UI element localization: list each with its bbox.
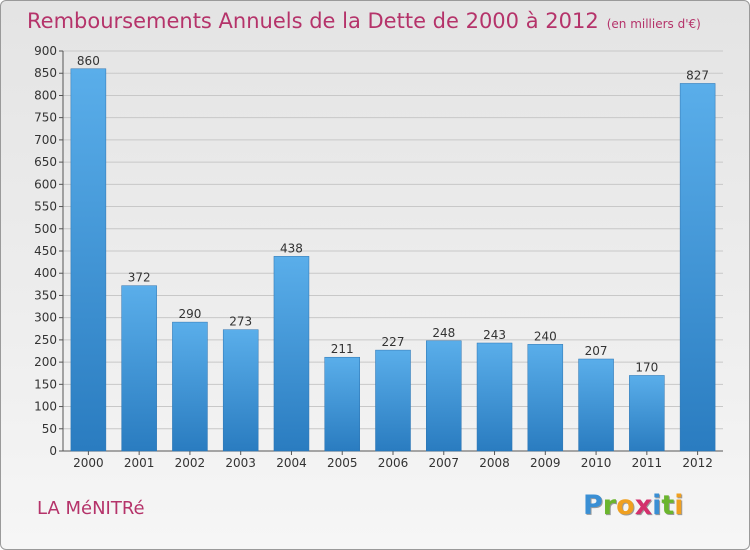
x-tick-label-2003: 2003 — [225, 456, 256, 470]
y-tick-label: 250 — [34, 333, 57, 347]
x-tick-label-2007: 2007 — [428, 456, 459, 470]
value-label-2000: 860 — [77, 54, 100, 68]
value-label-2011: 170 — [635, 360, 658, 374]
y-tick-label: 50 — [42, 422, 57, 436]
value-label-2001: 372 — [128, 271, 151, 285]
y-tick-label: 850 — [34, 66, 57, 80]
y-tick-label: 400 — [34, 266, 57, 280]
value-labels: 860 372 290 273 438 211 227 248 243 240 207 170 827 — [77, 54, 709, 375]
y-tick-label: 450 — [34, 244, 57, 258]
title-main: Remboursements Annuels de la Dette de 20… — [27, 9, 599, 33]
logo-letter: i — [674, 490, 684, 521]
bar-2000 — [70, 68, 107, 452]
x-tick-label-2001: 2001 — [124, 456, 155, 470]
y-tick-label: 500 — [34, 222, 57, 236]
y-tick-label: 350 — [34, 288, 57, 302]
bar-2005 — [324, 356, 360, 452]
value-label-2002: 290 — [178, 307, 201, 321]
bar-2002 — [172, 321, 208, 452]
logo-letter: t — [661, 490, 675, 521]
logo-letter: i — [652, 490, 662, 521]
y-tick-label: 100 — [34, 400, 57, 414]
value-label-2009: 240 — [534, 329, 557, 343]
bar-2008 — [476, 342, 513, 452]
y-tick-label: 150 — [34, 377, 57, 391]
bar-2006 — [375, 349, 411, 452]
y-tick-label: 600 — [34, 177, 57, 191]
value-label-2004: 438 — [280, 241, 303, 255]
y-tick-label: 0 — [49, 444, 57, 458]
y-tick-label: 300 — [34, 311, 57, 325]
x-tick-label-2009: 2009 — [530, 456, 561, 470]
x-tick-labels: 2000 2001 2002 2003 2004 2005 2006 2007 2008 2009… — [73, 456, 713, 470]
value-label-2006: 227 — [382, 335, 405, 349]
y-tick-label: 750 — [34, 111, 57, 125]
x-tick-label-2000: 2000 — [73, 456, 104, 470]
bar-2003 — [222, 329, 259, 452]
y-tick-label: 700 — [34, 133, 57, 147]
y-tick-label: 650 — [34, 155, 57, 169]
x-tick-label-2008: 2008 — [479, 456, 510, 470]
commune-name: LA MéNITRé — [37, 498, 145, 519]
y-tick-labels: 0 50 100 150 200 250 300 350 400 450 500 550 600 650 7… — [34, 44, 57, 458]
bar-2011 — [629, 375, 665, 452]
bar-2007 — [426, 340, 462, 452]
value-label-2010: 207 — [585, 344, 608, 358]
y-tick-label: 200 — [34, 355, 57, 369]
y-tick-label: 550 — [34, 200, 57, 214]
bar-2012 — [679, 83, 716, 452]
x-tick-label-2004: 2004 — [276, 456, 307, 470]
title-unit: (en milliers d'€) — [606, 17, 701, 31]
x-tick-label-2011: 2011 — [632, 456, 663, 470]
logo-letter: o — [616, 490, 635, 521]
chart-title: Remboursements Annuels de la Dette de 20… — [27, 9, 701, 33]
x-tick-label-2002: 2002 — [175, 456, 206, 470]
value-label-2005: 211 — [331, 342, 354, 356]
bar-2001 — [121, 285, 157, 452]
value-label-2007: 248 — [432, 326, 455, 340]
value-label-2008: 243 — [483, 328, 506, 342]
value-label-2012: 827 — [686, 68, 709, 82]
x-tick-label-2010: 2010 — [581, 456, 612, 470]
bar-2010 — [578, 358, 614, 452]
bar-2004 — [273, 256, 310, 452]
value-label-2003: 273 — [229, 315, 252, 329]
logo-letter: x — [634, 490, 653, 521]
proxiti-logo: Proxiti — [583, 490, 684, 521]
y-tick-label: 900 — [34, 44, 57, 58]
x-tick-label-2012: 2012 — [682, 456, 713, 470]
bars — [70, 68, 716, 452]
logo-letter: r — [602, 490, 617, 521]
bar-2009 — [527, 344, 564, 452]
y-tick-label: 800 — [34, 88, 57, 102]
logo-letter: P — [583, 490, 603, 521]
x-tick-label-2005: 2005 — [327, 456, 358, 470]
x-tick-label-2006: 2006 — [378, 456, 409, 470]
